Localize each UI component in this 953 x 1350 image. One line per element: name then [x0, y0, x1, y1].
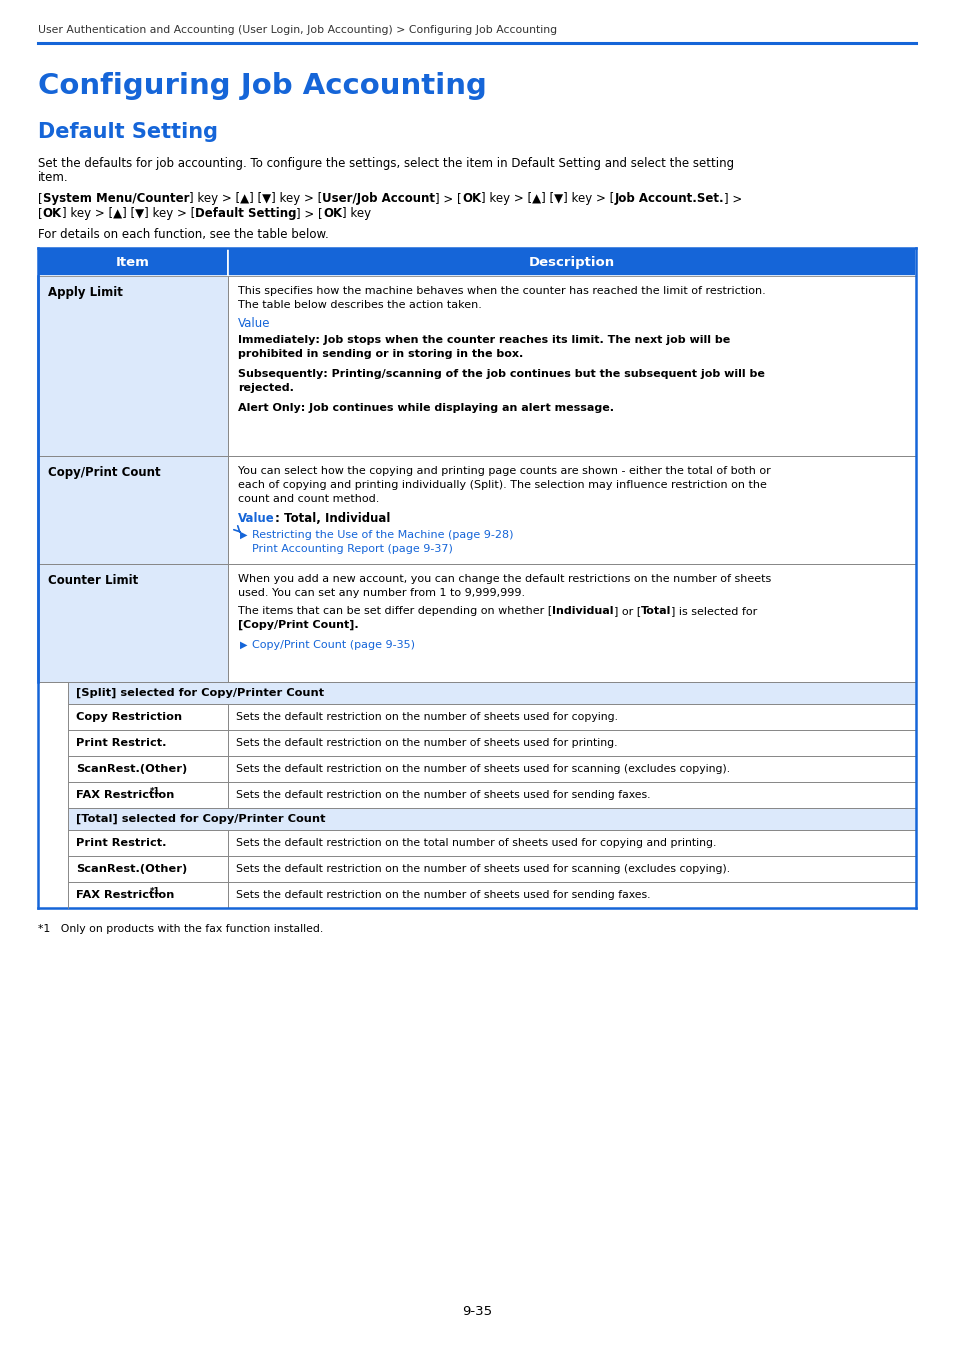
Text: Sets the default restriction on the total number of sheets used for copying and : Sets the default restriction on the tota… — [235, 838, 716, 848]
Text: Set the defaults for job accounting. To configure the settings, select the item : Set the defaults for job accounting. To … — [38, 157, 734, 170]
Bar — [38, 275, 228, 456]
Text: The items that can be set differ depending on whether [: The items that can be set differ dependi… — [237, 606, 552, 616]
Text: Subsequently: Printing/scanning of the job continues but the subsequent job will: Subsequently: Printing/scanning of the j… — [237, 369, 764, 379]
Text: ] key > [▲] [▼] key > [: ] key > [▲] [▼] key > [ — [480, 192, 614, 205]
Text: Default Setting: Default Setting — [38, 122, 218, 142]
Text: Apply Limit: Apply Limit — [48, 286, 123, 298]
Text: ] >: ] > — [723, 192, 741, 205]
Text: [Total] selected for Copy/Printer Count: [Total] selected for Copy/Printer Count — [76, 814, 325, 825]
Text: ] key: ] key — [342, 207, 371, 220]
Text: Print Accounting Report (page 9-37): Print Accounting Report (page 9-37) — [252, 544, 453, 554]
Bar — [68, 756, 228, 782]
Text: Immediately: Job stops when the counter reaches its limit. The next job will be: Immediately: Job stops when the counter … — [237, 335, 729, 346]
Text: This specifies how the machine behaves when the counter has reached the limit of: This specifies how the machine behaves w… — [237, 286, 765, 296]
Text: Sets the default restriction on the number of sheets used for sending faxes.: Sets the default restriction on the numb… — [235, 890, 650, 900]
Text: rejected.: rejected. — [237, 383, 294, 393]
Bar — [228, 564, 915, 682]
Text: Restricting the Use of the Machine (page 9-28): Restricting the Use of the Machine (page… — [252, 531, 513, 540]
Text: OK: OK — [43, 207, 62, 220]
Bar — [68, 809, 915, 830]
Text: Total: Total — [640, 606, 671, 616]
Text: OK: OK — [461, 192, 480, 205]
Bar — [228, 456, 915, 564]
Text: You can select how the copying and printing page counts are shown - either the t: You can select how the copying and print… — [237, 466, 770, 477]
Text: *1: *1 — [150, 787, 160, 796]
Bar — [228, 756, 915, 782]
Text: Copy/Print Count: Copy/Print Count — [48, 466, 160, 479]
Text: [: [ — [38, 207, 43, 220]
Text: Sets the default restriction on the number of sheets used for scanning (excludes: Sets the default restriction on the numb… — [235, 764, 729, 774]
Text: ] > [: ] > [ — [435, 192, 461, 205]
Bar — [228, 856, 915, 882]
Text: [Split] selected for Copy/Printer Count: [Split] selected for Copy/Printer Count — [76, 688, 324, 698]
Bar — [228, 730, 915, 756]
Bar — [68, 882, 228, 909]
Text: [: [ — [38, 192, 43, 205]
Text: For details on each function, see the table below.: For details on each function, see the ta… — [38, 228, 329, 242]
Text: Print Restrict.: Print Restrict. — [76, 838, 167, 848]
Text: prohibited in sending or in storing in the box.: prohibited in sending or in storing in t… — [237, 350, 522, 359]
Text: each of copying and printing individually (Split). The selection may influence r: each of copying and printing individuall… — [237, 481, 766, 490]
Text: FAX Restriction: FAX Restriction — [76, 790, 174, 801]
Text: OK: OK — [323, 207, 342, 220]
Text: FAX Restriction: FAX Restriction — [76, 890, 174, 900]
Bar — [68, 682, 915, 703]
Text: Value: Value — [237, 512, 274, 525]
Text: *1: *1 — [150, 887, 160, 896]
Bar — [68, 856, 228, 882]
Text: Copy Restriction: Copy Restriction — [76, 711, 182, 722]
Bar — [228, 275, 915, 456]
Bar — [228, 782, 915, 809]
Bar — [68, 830, 228, 856]
Text: Sets the default restriction on the number of sheets used for sending faxes.: Sets the default restriction on the numb… — [235, 790, 650, 801]
Text: item.: item. — [38, 171, 69, 184]
Text: ] key > [▲] [▼] key > [: ] key > [▲] [▼] key > [ — [62, 207, 194, 220]
Bar — [68, 703, 228, 730]
Text: User Authentication and Accounting (User Login, Job Accounting) > Configuring Jo: User Authentication and Accounting (User… — [38, 26, 557, 35]
Text: Sets the default restriction on the number of sheets used for copying.: Sets the default restriction on the numb… — [235, 711, 618, 722]
Text: System Menu/Counter: System Menu/Counter — [43, 192, 189, 205]
Text: ] key > [▲] [▼] key > [: ] key > [▲] [▼] key > [ — [189, 192, 322, 205]
Text: Value: Value — [237, 317, 271, 329]
Text: User/Job Account: User/Job Account — [322, 192, 435, 205]
Bar — [228, 248, 915, 275]
Text: *1   Only on products with the fax function installed.: *1 Only on products with the fax functio… — [38, 923, 323, 934]
Text: Default Setting: Default Setting — [194, 207, 296, 220]
Text: : Total, Individual: : Total, Individual — [274, 512, 390, 525]
Text: Sets the default restriction on the number of sheets used for printing.: Sets the default restriction on the numb… — [235, 738, 617, 748]
Text: ScanRest.(Other): ScanRest.(Other) — [76, 864, 187, 873]
Text: ] > [: ] > [ — [296, 207, 323, 220]
Text: ] is selected for: ] is selected for — [671, 606, 757, 616]
Text: ScanRest.(Other): ScanRest.(Other) — [76, 764, 187, 774]
Text: ] or [: ] or [ — [613, 606, 640, 616]
Bar — [38, 456, 228, 564]
Text: When you add a new account, you can change the default restrictions on the numbe: When you add a new account, you can chan… — [237, 574, 770, 585]
Text: [Copy/Print Count].: [Copy/Print Count]. — [237, 620, 358, 630]
Text: The table below describes the action taken.: The table below describes the action tak… — [237, 300, 481, 310]
Text: 9-35: 9-35 — [461, 1305, 492, 1318]
Bar — [68, 782, 228, 809]
Bar — [38, 564, 228, 682]
Bar — [68, 730, 228, 756]
Text: Job Account.Set.: Job Account.Set. — [614, 192, 723, 205]
Text: Counter Limit: Counter Limit — [48, 574, 138, 587]
Text: Item: Item — [116, 256, 150, 269]
Bar — [38, 248, 228, 275]
Text: used. You can set any number from 1 to 9,999,999.: used. You can set any number from 1 to 9… — [237, 589, 524, 598]
Text: Alert Only: Job continues while displaying an alert message.: Alert Only: Job continues while displayi… — [237, 404, 614, 413]
Text: Print Restrict.: Print Restrict. — [76, 738, 167, 748]
Text: Description: Description — [528, 256, 615, 269]
Text: Sets the default restriction on the number of sheets used for scanning (excludes: Sets the default restriction on the numb… — [235, 864, 729, 873]
Bar — [228, 882, 915, 909]
Text: Individual: Individual — [552, 606, 613, 616]
Text: count and count method.: count and count method. — [237, 494, 379, 504]
Text: ▶: ▶ — [240, 531, 247, 540]
Bar — [228, 703, 915, 730]
Text: Configuring Job Accounting: Configuring Job Accounting — [38, 72, 486, 100]
Bar — [228, 830, 915, 856]
Text: Copy/Print Count (page 9-35): Copy/Print Count (page 9-35) — [252, 640, 415, 649]
Text: ▶: ▶ — [240, 640, 247, 649]
